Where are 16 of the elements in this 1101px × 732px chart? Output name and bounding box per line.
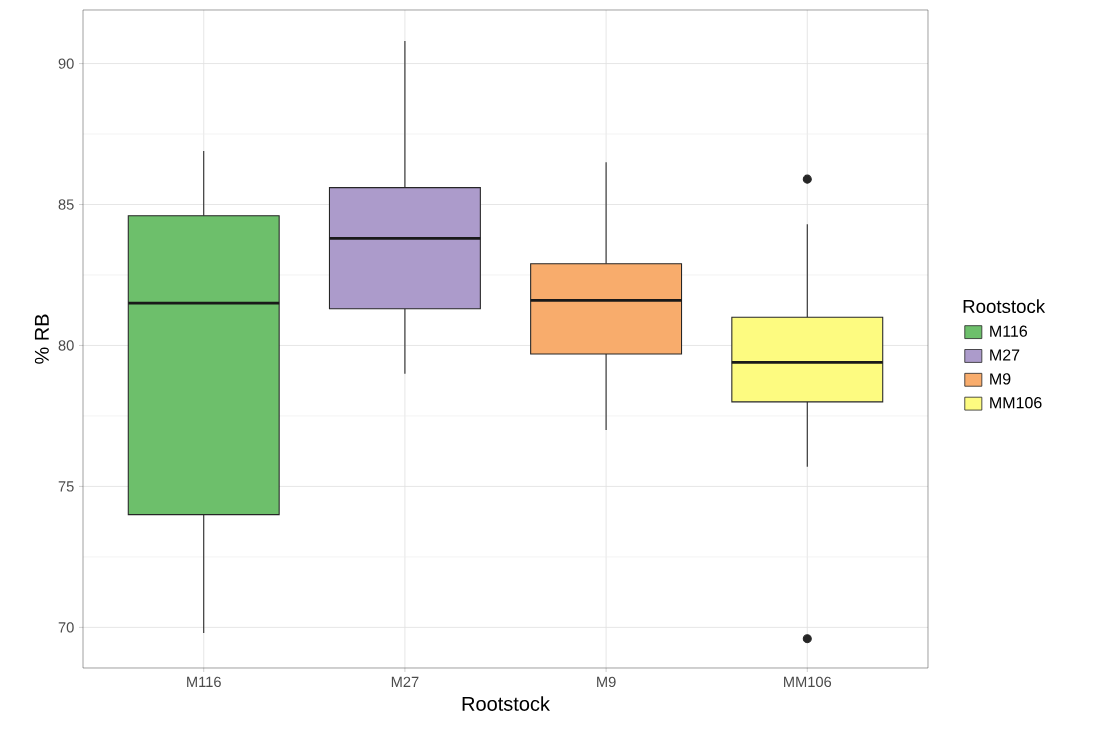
y-tick-label: 90 xyxy=(58,58,74,69)
y-axis-title: % RB xyxy=(34,314,49,364)
legend-label: M27 xyxy=(990,349,1020,361)
legend-label: M116 xyxy=(990,325,1028,337)
legend-title: Rootstock xyxy=(963,299,1046,314)
y-tick-label: 75 xyxy=(58,481,74,492)
legend-label: MM106 xyxy=(990,397,1042,409)
x-tick-label: M9 xyxy=(597,676,616,688)
x-tick-label: M116 xyxy=(187,676,221,688)
legend-label: M9 xyxy=(990,373,1011,385)
y-tick-label: 70 xyxy=(58,622,74,633)
x-tick-label: MM106 xyxy=(784,676,832,688)
y-tick-label: 85 xyxy=(58,199,74,210)
y-tick-label: 80 xyxy=(58,340,74,351)
x-tick-label: M27 xyxy=(391,676,419,687)
x-axis-title: Rootstock xyxy=(462,696,550,711)
